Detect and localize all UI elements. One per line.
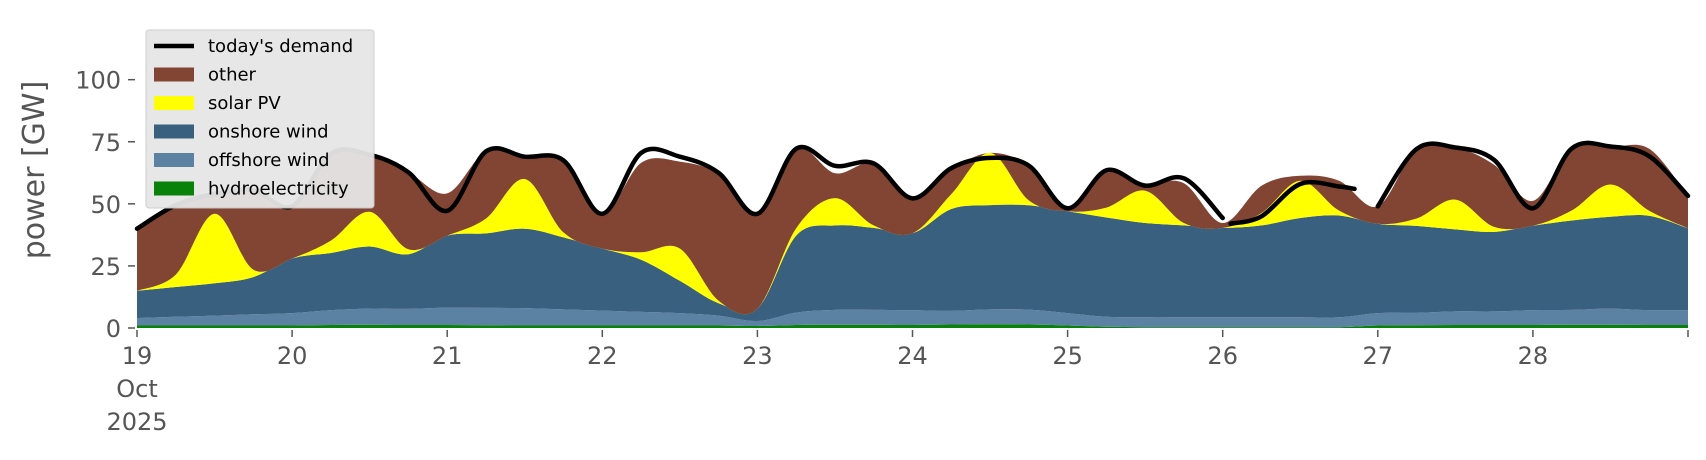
y-tick-label: 25 [90, 253, 121, 281]
legend-swatch [154, 124, 194, 139]
x-axis: 19 Oct 2025 20 21 22 23 24 25 26 27 28 [106, 330, 1689, 436]
legend-item-solar-pv: solar PV [154, 93, 281, 114]
legend-box [145, 29, 375, 209]
area-onshore-wind [137, 204, 1688, 322]
demand-line-segment-3 [1375, 140, 1691, 211]
x-tick-label: 27 [1363, 342, 1394, 370]
area-hydroelectricity [137, 324, 1688, 328]
area-offshore-wind [137, 307, 1688, 328]
x-tick-label: 28 [1518, 342, 1549, 370]
legend-item-offshore-wind: offshore wind [154, 150, 330, 171]
y-axis: 0 25 50 75 100 [75, 67, 135, 343]
x-tick-label: 20 [277, 342, 308, 370]
y-tick-label: 0 [106, 315, 121, 343]
legend-label: other [208, 65, 257, 86]
legend-label: solar PV [208, 93, 281, 114]
legend-item-today-s-demand: today's demand [154, 36, 353, 57]
x-tick-label: 24 [897, 342, 928, 370]
area-layers [137, 143, 1688, 328]
x-tick-label: 23 [742, 342, 773, 370]
area-other [137, 143, 1688, 315]
y-tick-label: 50 [90, 191, 121, 219]
x-tick-label: 26 [1207, 342, 1238, 370]
legend-swatch [154, 181, 194, 196]
y-axis-title: power [GW] [17, 81, 52, 260]
demand-line-segment-2 [1228, 179, 1357, 226]
legend-item-other: other [154, 65, 257, 86]
y-tick-label: 100 [75, 67, 121, 95]
legend-label: hydroelectricity [208, 179, 349, 200]
legend-label: onshore wind [208, 122, 329, 143]
legend-swatch [154, 96, 194, 110]
legend-swatch [154, 67, 194, 82]
legend: today's demand other solar PV onshore wind o… [145, 29, 375, 209]
legend-label: today's demand [208, 36, 353, 57]
area-solar-pv [137, 152, 1688, 315]
legend-item-hydroelectricity: hydroelectricity [154, 179, 349, 200]
legend-item-onshore-wind: onshore wind [154, 122, 329, 143]
x-tick-label: 21 [432, 342, 463, 370]
legend-swatch [154, 153, 194, 167]
x-tick-label: 25 [1052, 342, 1083, 370]
legend-label: offshore wind [208, 150, 330, 171]
x-tick-label: 19 Oct 2025 [106, 342, 167, 436]
x-tick-label: 22 [587, 342, 618, 370]
y-tick-label: 75 [90, 129, 121, 157]
